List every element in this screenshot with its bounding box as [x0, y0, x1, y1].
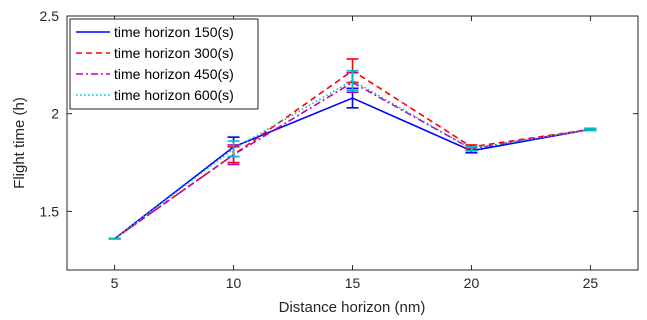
x-axis-label: Distance horizon (nm) — [279, 299, 426, 316]
x-tick-label: 5 — [111, 275, 119, 291]
y-tick-label: 1.5 — [40, 203, 60, 219]
legend-entry: time horizon 600(s) — [114, 87, 234, 103]
x-tick-label: 20 — [464, 275, 480, 291]
data-series — [108, 58, 597, 240]
y-tick-label: 2 — [51, 106, 59, 122]
legend-box — [69, 18, 259, 110]
x-tick-label: 15 — [345, 275, 361, 291]
error-bar — [465, 146, 478, 152]
error-bar — [584, 127, 597, 132]
legend-entry: time horizon 300(s) — [114, 45, 234, 61]
axis-ticks: 5 10 15 20 25 1.5 2 2.5 — [40, 8, 638, 291]
x-tick-label: 25 — [583, 275, 599, 291]
y-tick-label: 2.5 — [40, 8, 60, 24]
error-bar — [227, 140, 240, 158]
series-4 — [108, 69, 597, 240]
legend: time horizon 150(s) time horizon 300(s) ti… — [69, 18, 259, 110]
legend-entry: time horizon 450(s) — [114, 66, 234, 82]
legend-entry: time horizon 150(s) — [114, 24, 234, 40]
error-bar — [346, 69, 359, 92]
y-axis-label: Flight time (h) — [11, 97, 28, 189]
series-line — [114, 81, 591, 240]
x-tick-label: 10 — [226, 275, 242, 291]
